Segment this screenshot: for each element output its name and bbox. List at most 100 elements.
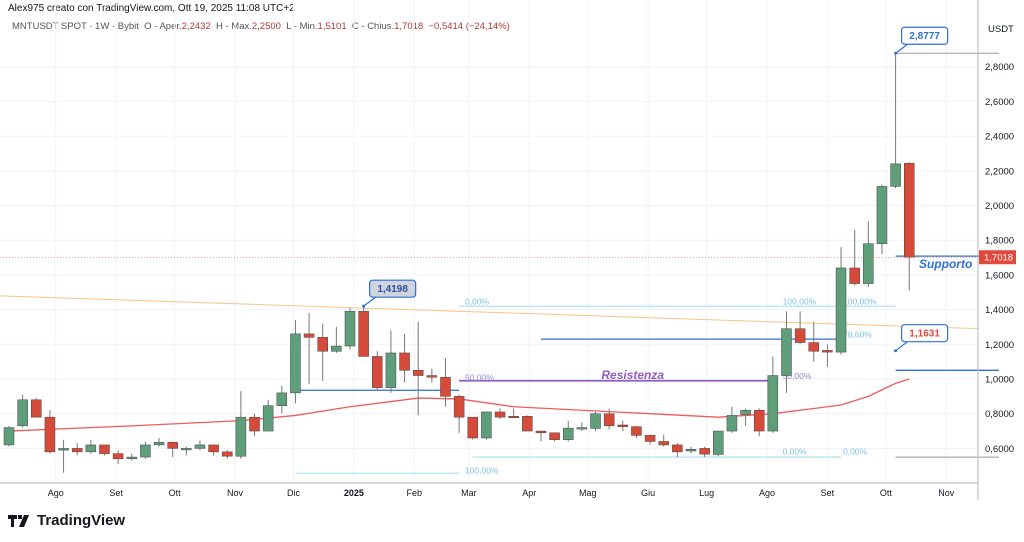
candle-up: [726, 415, 738, 432]
y-tick-label: 2,4000: [985, 132, 1014, 143]
candle-down: [494, 411, 506, 418]
open-value: 2,2432: [181, 21, 211, 32]
x-tick-label: Ago: [48, 488, 64, 498]
x-tick-label: Lug: [699, 488, 714, 498]
author-line: Alex975 creato con TradingView.com, Ott …: [8, 3, 295, 14]
candle-up: [863, 243, 874, 284]
candle-down: [358, 311, 369, 357]
candle-down: [631, 426, 642, 436]
candle-up: [58, 448, 69, 451]
candle-up: [385, 352, 397, 388]
candle-down: [699, 448, 710, 455]
candle-down: [167, 442, 178, 449]
candle-down: [794, 328, 806, 343]
candle-up: [781, 328, 792, 376]
candle-up: [344, 311, 356, 347]
callout-anchor: [894, 349, 898, 353]
candle-up: [876, 186, 888, 244]
callout-pointer: [895, 43, 908, 54]
candle-up: [576, 427, 588, 430]
last-price-label: 1,7018: [984, 253, 1013, 264]
callout-pointer: [363, 296, 377, 307]
low-label: L - Min.: [286, 21, 318, 32]
candle-down: [31, 399, 42, 418]
x-tick-label: Apr: [522, 488, 536, 498]
candles: [3, 53, 915, 473]
tradingview-logo: TradingView: [8, 512, 125, 529]
x-tick-label: Nov: [938, 488, 955, 498]
y-tick-label: 1,2000: [985, 340, 1014, 351]
x-tick-label: Ott: [169, 488, 182, 498]
y-tick-label: 0,8000: [985, 409, 1014, 420]
last-price-tag: [979, 250, 1016, 265]
candle-up: [85, 444, 97, 453]
grid: [0, 0, 978, 483]
candle-down: [372, 356, 383, 388]
candle-down: [440, 377, 451, 397]
candle-down: [903, 163, 915, 258]
candle-up: [181, 448, 192, 451]
high-value: 2,2500: [251, 21, 281, 32]
candle-down: [644, 435, 656, 442]
candle-up: [126, 456, 138, 460]
callout-anchor: [894, 51, 898, 55]
price-callout-box: [900, 26, 949, 45]
price-callout-label: 2,8777: [909, 31, 940, 42]
price-callout-label: 1,1631: [909, 329, 940, 340]
x-tick-label: Feb: [407, 488, 423, 498]
x-tick-label: Dic: [287, 488, 300, 498]
candle-down: [822, 350, 833, 353]
candle-up: [562, 427, 574, 440]
fib-level-label: 0,00%: [783, 446, 808, 456]
candle-down: [849, 267, 860, 284]
x-tick-label: Set: [821, 488, 835, 498]
candle-down: [303, 333, 315, 338]
close-value: 1,7018: [394, 21, 424, 32]
fib-level-label: 0,00%: [843, 446, 868, 456]
candle-up: [590, 413, 601, 429]
supporto-label: Supporto: [919, 257, 972, 271]
x-tick-label: Mar: [461, 488, 477, 498]
fib-level-label: 100,00%: [843, 296, 877, 306]
currency-label: USDT: [988, 24, 1014, 35]
x-tick-label: Ago: [759, 488, 775, 498]
y-tick-label: 1,4000: [985, 305, 1014, 316]
candle-down: [508, 416, 519, 419]
candle-down: [522, 416, 533, 432]
open-label: O - Aper.: [144, 21, 182, 32]
candle-down: [467, 416, 479, 439]
candle-down: [753, 409, 765, 432]
candle-up: [3, 427, 15, 446]
candle-down: [44, 416, 56, 453]
y-tick-label: 0,6000: [985, 444, 1014, 455]
x-tick-label: Set: [109, 488, 123, 498]
x-tick-label: Nov: [227, 488, 244, 498]
candle-up: [235, 416, 247, 457]
candle-up: [481, 411, 492, 439]
y-tick-label: 2,0000: [985, 201, 1014, 212]
fib-level-label: 78,60%: [843, 329, 872, 339]
y-tick-label: 2,2000: [985, 166, 1014, 177]
candle-up: [331, 345, 342, 352]
candle-up: [276, 392, 288, 406]
fib-level-label: 0,00%: [465, 296, 490, 306]
low-value: 1,5101: [317, 21, 347, 32]
y-tick-label: 2,8000: [985, 62, 1014, 73]
candle-down: [412, 370, 424, 376]
callout-anchor: [362, 304, 366, 308]
logo-text: TradingView: [37, 512, 126, 529]
tradingview-logo-icon: [8, 514, 29, 527]
candle-down: [221, 451, 233, 457]
x-tick-label: 2025: [344, 488, 364, 498]
candle-up: [835, 267, 847, 353]
close-label: C - Chius.: [351, 21, 395, 32]
fib-level-label: 100,00%: [783, 296, 817, 306]
candle-down: [658, 441, 669, 446]
candle-down: [535, 430, 547, 434]
y-tick-label: 1,8000: [985, 236, 1014, 247]
candle-down: [617, 424, 629, 427]
fib-level-label: 100,00%: [465, 466, 499, 476]
candle-down: [426, 375, 438, 378]
symbol-name[interactable]: MNTUSDT SPOT · 1W · Bybit: [12, 21, 139, 32]
